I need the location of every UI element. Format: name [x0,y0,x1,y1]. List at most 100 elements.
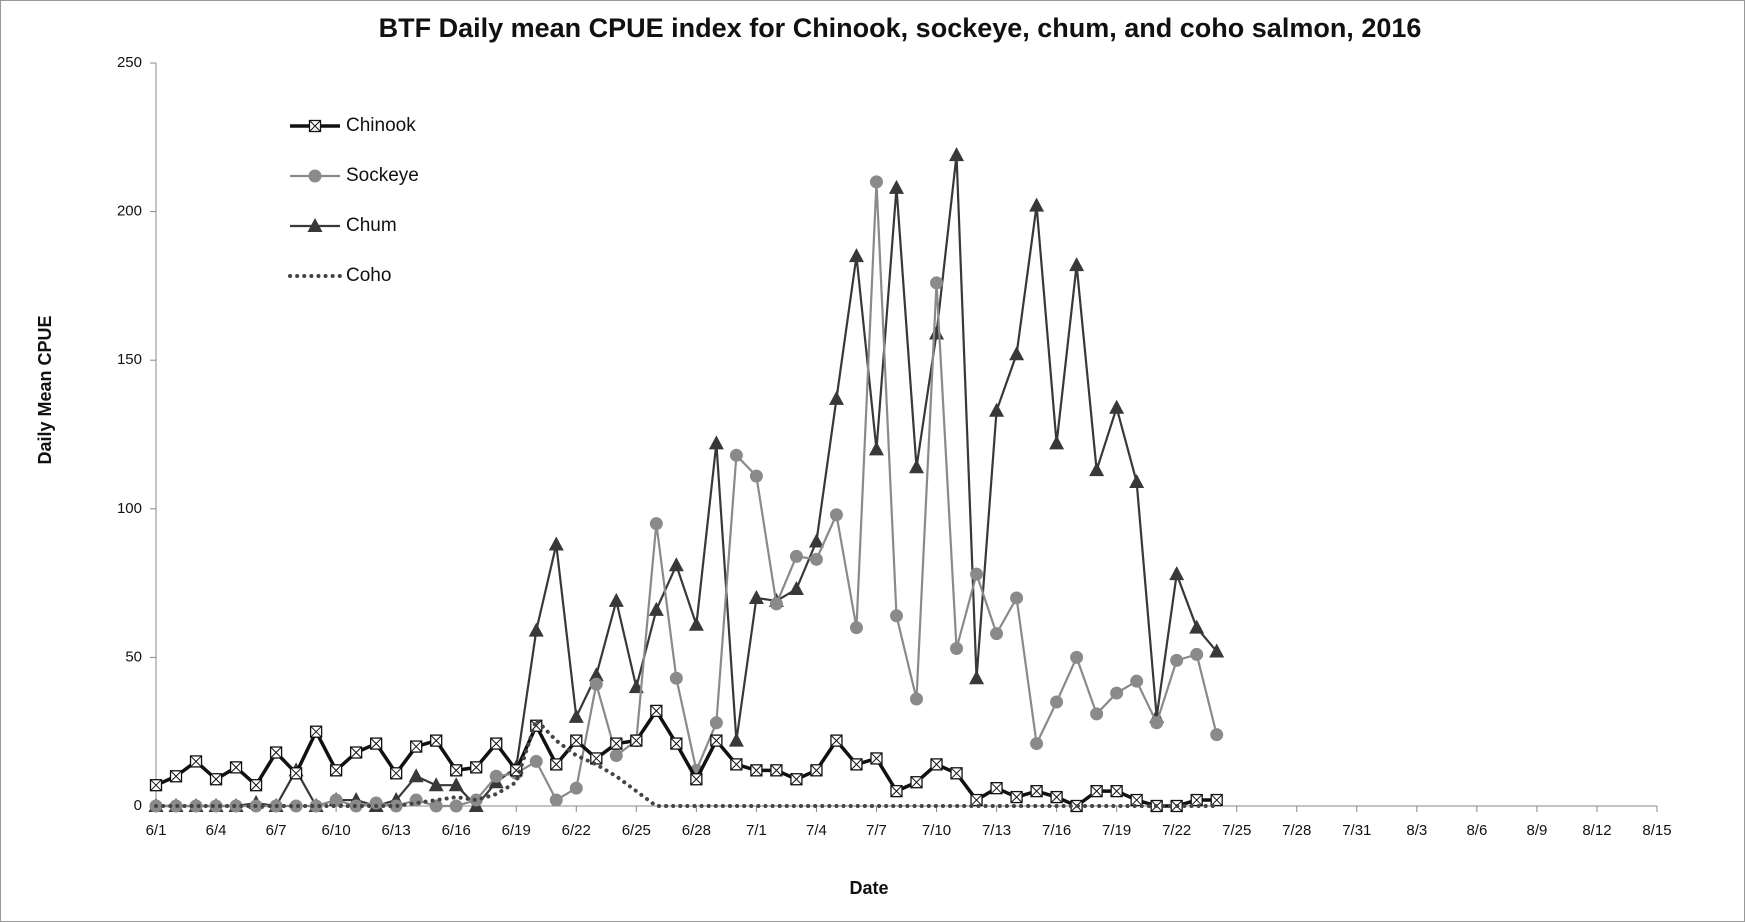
marker [169,770,183,783]
marker-cross [890,785,903,797]
y-tick-label: 200 [117,203,142,220]
x-tick-label: 8/15 [1642,822,1671,839]
marker [1069,257,1085,272]
marker [529,754,543,768]
marker [1010,790,1023,804]
marker [788,581,804,596]
marker [709,716,723,730]
x-tick-label: 7/4 [806,822,827,839]
marker-cross [1090,785,1103,797]
marker [930,758,943,771]
marker-cross [1010,791,1023,803]
marker [550,758,563,771]
marker-cross [170,770,182,783]
x-tick-label: 8/12 [1582,822,1611,839]
marker [728,732,744,747]
marker-cross [930,758,943,771]
marker [149,779,163,792]
series-line [154,716,1219,808]
marker [730,758,743,771]
marker-cross [430,734,443,747]
marker [990,627,1004,641]
x-tick-label: 6/4 [206,822,227,839]
x-tick-label: 7/19 [1102,822,1131,839]
series [154,716,1219,808]
marker-cross [490,737,503,750]
marker [1030,784,1043,798]
marker-cross [650,705,663,717]
marker [868,441,884,456]
marker-cross [310,725,322,738]
marker [450,764,463,777]
x-tick-label: 7/13 [982,822,1011,839]
marker [470,761,483,774]
marker [909,459,925,474]
marker-cross [790,773,803,786]
marker [889,609,903,623]
legend-item: Chum [290,215,397,236]
marker [209,773,223,786]
marker [569,781,583,795]
x-tick-label: 6/13 [382,822,411,839]
y-tick-label: 100 [117,500,142,517]
marker [408,768,424,783]
marker [970,567,984,581]
marker [1110,784,1123,798]
marker [849,621,863,635]
marker [588,667,604,682]
marker-cross [1050,791,1063,803]
marker [309,799,323,813]
marker-cross [230,761,242,774]
marker [708,435,724,450]
marker [990,782,1003,795]
x-tick-label: 7/16 [1042,822,1071,839]
marker [1170,653,1184,667]
legend-label: Sockeye [346,165,419,186]
marker-cross [990,782,1003,795]
marker [810,764,823,777]
marker-cross [630,734,643,747]
marker [1210,728,1224,742]
marker-cross [470,761,483,774]
marker [830,734,843,747]
marker [1190,647,1204,661]
marker-cross [1130,794,1143,806]
marker [910,776,923,789]
marker [610,737,623,750]
marker [710,734,723,747]
x-tick-label: 6/28 [682,822,711,839]
marker [970,793,983,807]
marker [1089,462,1105,477]
marker [528,622,544,637]
marker [549,793,563,807]
marker-cross [850,758,863,771]
x-tick-label: 6/7 [266,822,287,839]
marker [1209,643,1225,658]
marker [809,552,823,566]
x-tick-label: 6/22 [562,822,591,839]
x-tick-label: 8/9 [1526,822,1547,839]
marker-cross [1110,785,1123,797]
marker [570,734,583,747]
marker [829,508,843,522]
y-tick-label: 150 [117,351,142,368]
x-tick-label: 7/7 [866,822,887,839]
marker [1050,790,1063,804]
marker [308,119,322,133]
legend-label: Chinook [346,115,416,136]
marker [969,670,985,685]
marker-cross [710,734,723,747]
marker [1189,619,1205,634]
marker-cross [1210,794,1223,806]
marker [770,764,783,777]
y-tick-label: 250 [117,54,142,71]
marker [950,767,963,780]
legend-item: Coho [288,265,391,286]
marker [890,784,903,798]
y-tick-label: 0 [134,797,142,814]
x-axis-label: Date [849,878,888,898]
marker [1010,591,1024,605]
series [149,704,1223,813]
x-tick-label: 7/25 [1222,822,1251,839]
marker-cross [830,734,843,747]
